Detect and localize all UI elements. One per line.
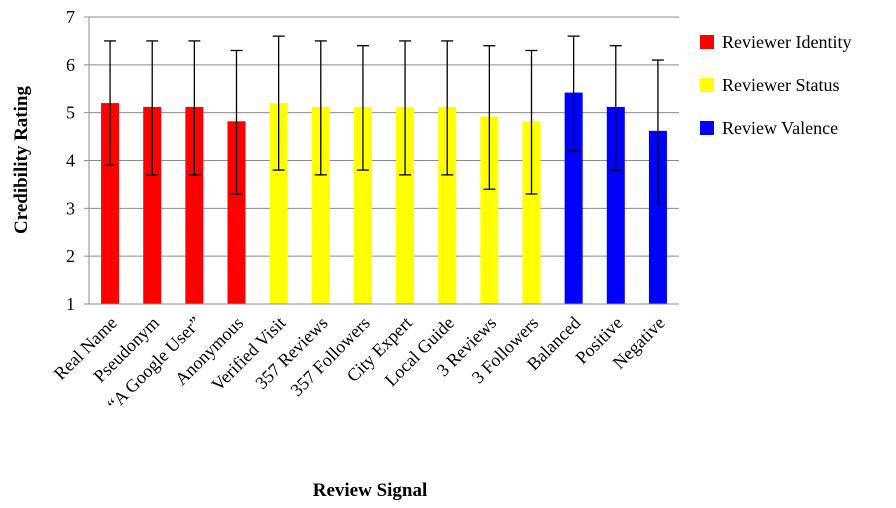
bars xyxy=(101,92,667,305)
y-tick-label: 1 xyxy=(66,294,75,314)
bar xyxy=(606,106,625,304)
legend-label: Review Valence xyxy=(722,118,838,138)
bar xyxy=(480,116,499,304)
bar xyxy=(564,92,583,305)
bar xyxy=(648,130,667,304)
legend-label: Reviewer Status xyxy=(722,75,839,95)
y-axis-title: Credibility Rating xyxy=(11,86,32,234)
bar xyxy=(353,106,372,304)
y-tick-label: 2 xyxy=(66,246,75,266)
bar xyxy=(143,106,162,304)
bar xyxy=(227,121,246,304)
y-tick-label: 5 xyxy=(66,103,75,123)
bar xyxy=(101,103,120,304)
bar xyxy=(438,106,457,304)
bar xyxy=(311,106,330,304)
bar xyxy=(396,106,415,304)
y-tick-label: 7 xyxy=(66,7,75,27)
x-axis-title: Review Signal xyxy=(313,480,428,501)
axes xyxy=(84,16,679,305)
gridlines xyxy=(89,16,679,257)
error-bars xyxy=(104,35,664,205)
y-tick-label: 4 xyxy=(66,151,75,171)
y-tick-label: 6 xyxy=(66,55,75,75)
legend-swatch xyxy=(700,121,714,135)
legend-swatch xyxy=(700,35,714,49)
legend: Reviewer Identity Reviewer Status Review V… xyxy=(700,32,851,138)
y-tick-label: 3 xyxy=(66,198,75,218)
legend-swatch xyxy=(700,78,714,92)
legend-label: Reviewer Identity xyxy=(722,32,851,52)
bar xyxy=(185,106,204,304)
y-tick-labels: 1 2 3 4 5 6 7 xyxy=(66,7,75,314)
bar xyxy=(522,121,541,304)
bar xyxy=(269,103,288,304)
